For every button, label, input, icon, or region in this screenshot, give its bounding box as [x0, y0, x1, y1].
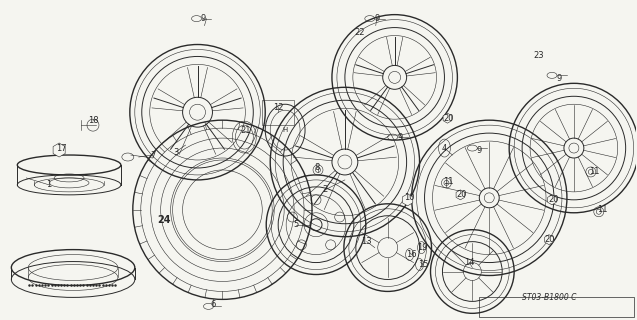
Polygon shape [545, 235, 554, 244]
Text: ST03-B1800 C: ST03-B1800 C [522, 293, 576, 302]
Text: 11: 11 [598, 205, 608, 214]
Text: 22: 22 [355, 28, 365, 37]
Text: 13: 13 [361, 237, 372, 246]
Text: 5: 5 [294, 220, 299, 229]
Text: 20: 20 [545, 235, 555, 244]
Text: 11: 11 [590, 167, 600, 176]
Text: 2: 2 [322, 185, 327, 194]
Text: 9: 9 [476, 146, 482, 155]
Text: 10: 10 [404, 193, 415, 202]
Text: 12: 12 [273, 103, 283, 112]
Text: 9: 9 [374, 14, 380, 23]
Text: 24: 24 [157, 215, 171, 225]
Bar [479, 297, 634, 317]
Text: 3: 3 [173, 148, 178, 156]
Text: 23: 23 [534, 51, 545, 60]
Bar [262, 100, 294, 125]
Text: 20: 20 [456, 190, 467, 199]
Text: 20: 20 [443, 114, 454, 123]
Polygon shape [456, 190, 465, 200]
Text: 9: 9 [397, 132, 403, 141]
Text: 18: 18 [88, 116, 98, 125]
Text: 16: 16 [406, 250, 417, 259]
Text: 9: 9 [201, 14, 206, 23]
Polygon shape [403, 194, 413, 206]
Text: 15: 15 [419, 260, 429, 269]
Text: 19: 19 [417, 243, 428, 252]
Text: 11: 11 [443, 177, 454, 187]
Text: 9: 9 [556, 74, 562, 83]
Text: 21: 21 [240, 126, 250, 135]
Polygon shape [443, 113, 452, 123]
Text: 14: 14 [464, 258, 475, 267]
Text: 6: 6 [211, 300, 216, 309]
Text: H: H [283, 127, 288, 133]
Text: 8: 8 [314, 164, 320, 172]
Polygon shape [548, 195, 556, 205]
Text: 1: 1 [47, 180, 52, 189]
Text: 17: 17 [56, 144, 66, 153]
Polygon shape [53, 143, 65, 157]
Text: 7: 7 [150, 150, 155, 160]
Text: 4: 4 [442, 144, 447, 153]
Text: 20: 20 [548, 195, 559, 204]
